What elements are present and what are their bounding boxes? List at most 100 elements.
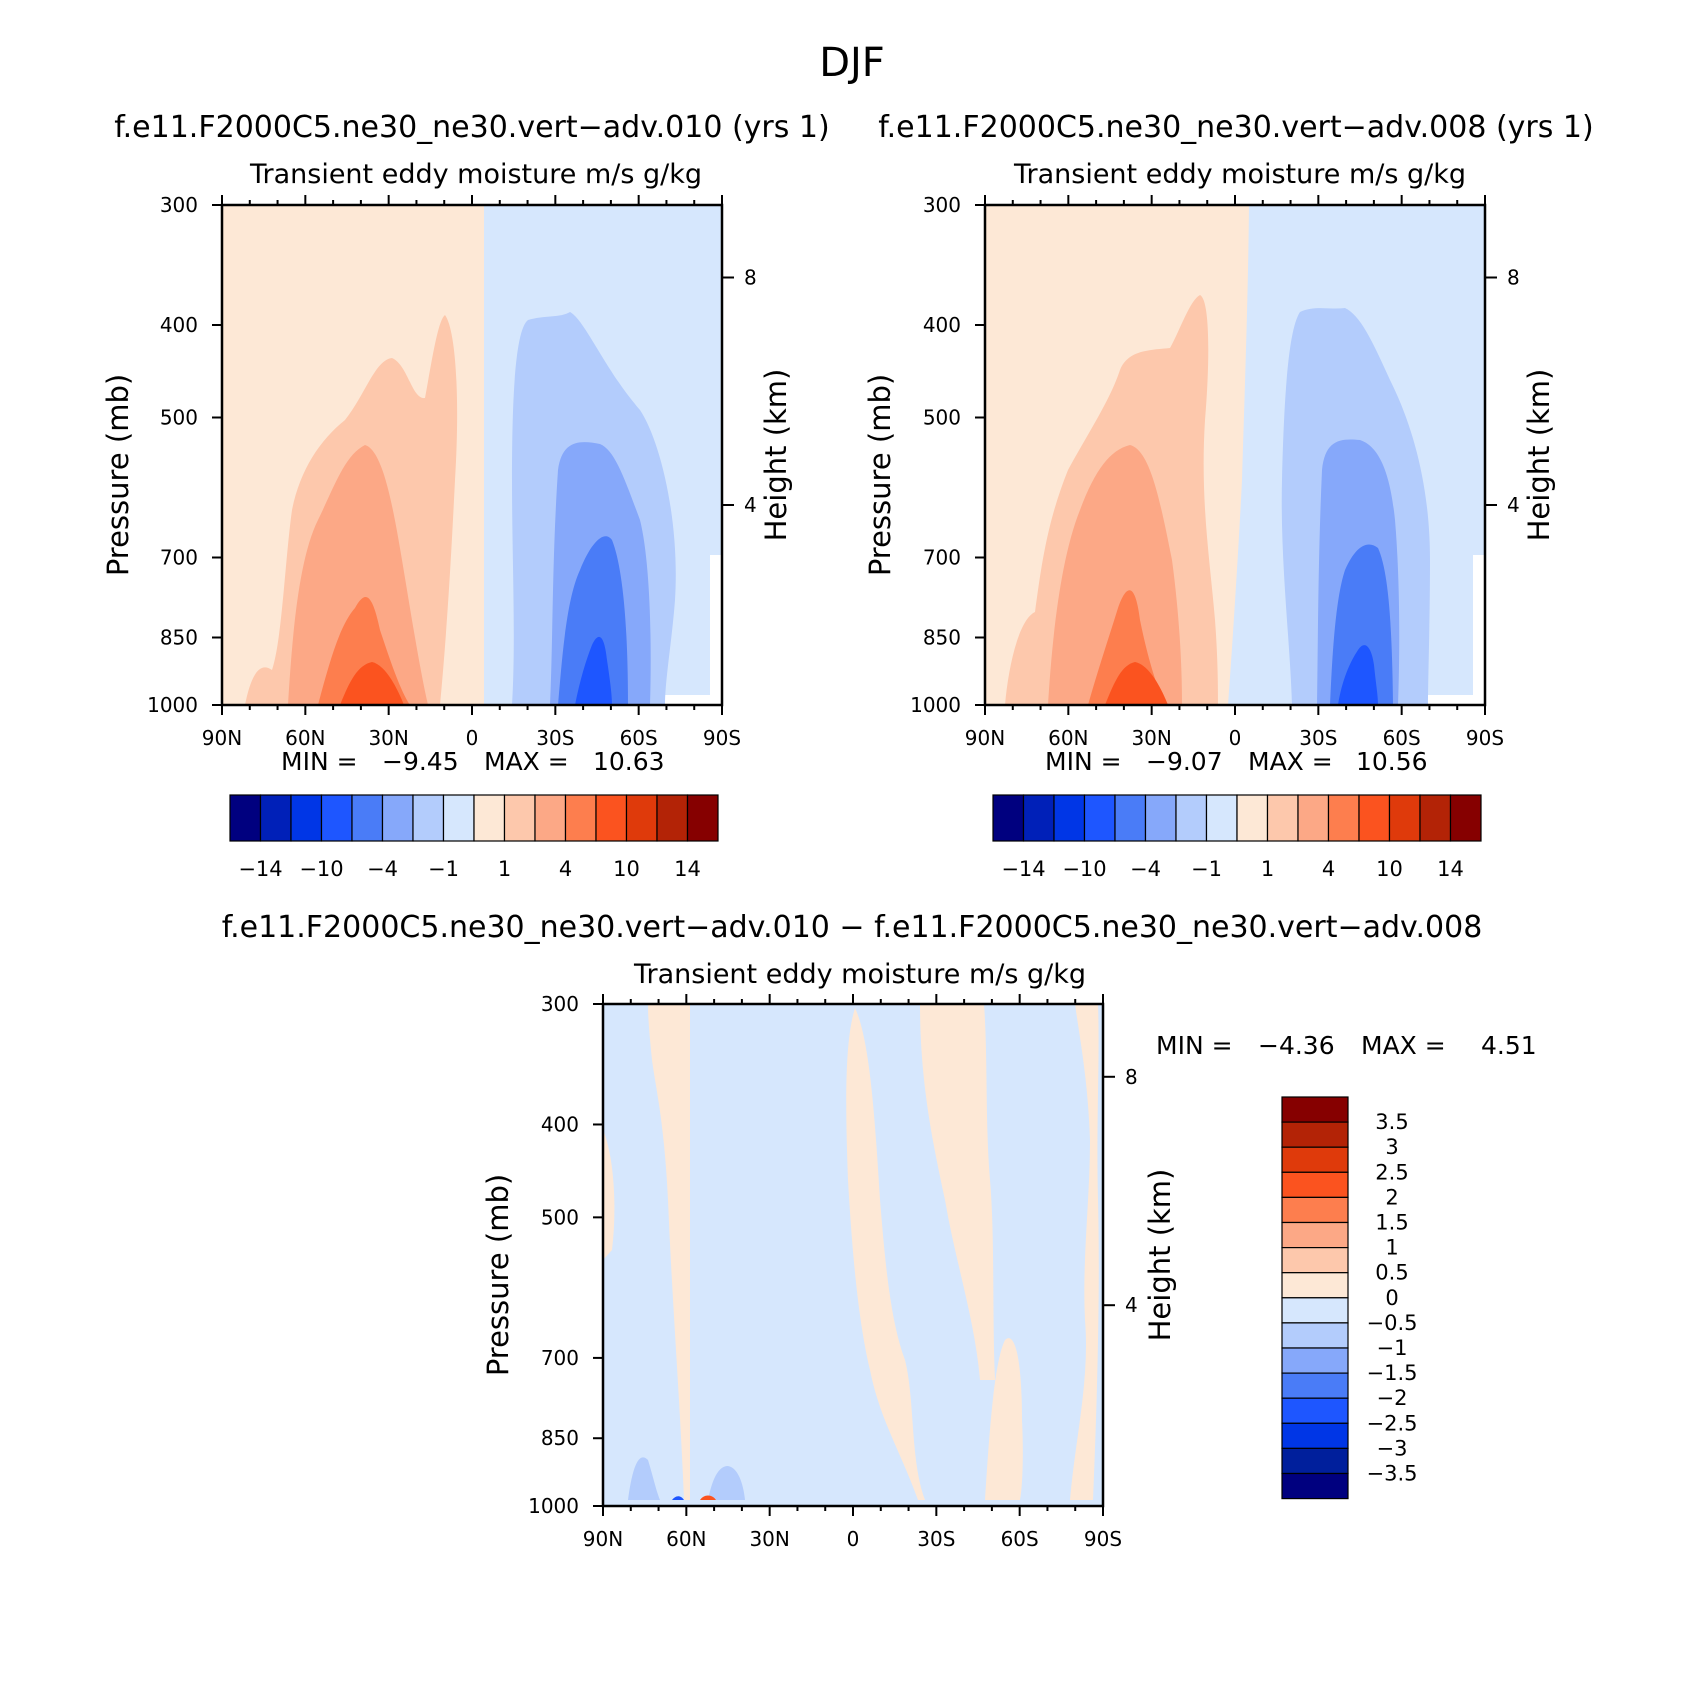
x-tick-label: 90N bbox=[965, 726, 1005, 750]
colorbar-label: −4 bbox=[367, 857, 398, 881]
colorbar-label: −10 bbox=[1062, 857, 1106, 881]
x-tick-label: 60N bbox=[1048, 726, 1088, 750]
colorbar-swatch bbox=[1175, 794, 1208, 842]
colorbar-swatch bbox=[290, 794, 323, 842]
colorbar-swatch bbox=[564, 794, 597, 842]
panel-difference-stats: MIN = −4.36 MAX = 4.51 bbox=[1156, 1031, 1537, 1060]
y-tick-label: 850 bbox=[160, 626, 198, 650]
y-tick-label: 500 bbox=[160, 406, 198, 430]
colorbar-label: −14 bbox=[238, 857, 282, 881]
y2-axis-label: Height (km) bbox=[1143, 1169, 1177, 1342]
x-tick-label: 0 bbox=[1229, 726, 1242, 750]
x-tick-label: 90S bbox=[1466, 726, 1504, 750]
panel-case-colorbar: −14 −10 −4 −1 1 4 10 14 bbox=[229, 794, 719, 881]
colorbar-label: 2.5 bbox=[1375, 1160, 1408, 1184]
colorbar-label: 3.5 bbox=[1375, 1110, 1408, 1134]
x-tick-label: 90N bbox=[583, 1527, 623, 1551]
colorbar-swatch bbox=[1281, 1447, 1349, 1475]
colorbar-swatch bbox=[1388, 794, 1421, 842]
contour-fill bbox=[708, 1466, 745, 1500]
y-tick-label: 1000 bbox=[528, 1494, 579, 1518]
x-tick-label: 90S bbox=[1084, 1527, 1122, 1551]
y2-axis-label: Height (km) bbox=[759, 369, 793, 542]
contour-fill bbox=[1473, 555, 1485, 705]
panel-control-axes: 90N 60N 30N 0 30S 60S 90S 300 400 500 700 850 1000 8 4… bbox=[863, 193, 1556, 750]
colorbar-swatch bbox=[412, 794, 445, 842]
panel-difference-title: f.e11.F2000C5.ne30_ne30.vert−adv.010 − f… bbox=[222, 910, 1483, 945]
y-tick-label: 400 bbox=[160, 313, 198, 337]
colorbar-swatch bbox=[1281, 1171, 1349, 1199]
x-tick-label: 30S bbox=[1299, 726, 1337, 750]
colorbar-swatch bbox=[992, 794, 1025, 842]
panel-case-stats: MIN = −9.45 MAX = 10.63 bbox=[281, 747, 665, 776]
colorbar-label: 4 bbox=[559, 857, 572, 881]
panel-control-max-label: MAX = bbox=[1248, 747, 1333, 776]
colorbar-swatch bbox=[686, 794, 719, 842]
x-tick-label: 30N bbox=[368, 726, 408, 750]
y2-tick-label: 8 bbox=[1507, 266, 1520, 290]
y-tick-label: 700 bbox=[541, 1346, 579, 1370]
colorbar-swatch bbox=[1144, 794, 1177, 842]
panel-case: f.e11.F2000C5.ne30_ne30.vert−adv.010 (yr… bbox=[101, 110, 830, 881]
y-tick-label: 500 bbox=[923, 406, 961, 430]
colorbar-swatch bbox=[473, 794, 506, 842]
contour-fill bbox=[710, 555, 722, 705]
contour-fill bbox=[628, 1457, 660, 1500]
panel-control: f.e11.F2000C5.ne30_ne30.vert−adv.008 (yr… bbox=[863, 110, 1594, 881]
panel-control-colorbar: −14 −10 −4 −1 1 4 10 14 bbox=[992, 794, 1482, 881]
colorbar-label: −3 bbox=[1377, 1436, 1408, 1460]
colorbar-swatch bbox=[381, 794, 414, 842]
colorbar-swatch bbox=[503, 794, 536, 842]
y-axis-label: Pressure (mb) bbox=[863, 374, 897, 576]
colorbar-label: −2 bbox=[1377, 1386, 1408, 1410]
colorbar-swatch bbox=[1053, 794, 1086, 842]
panel-case-subtitle: Transient eddy moisture m/s g/kg bbox=[249, 159, 702, 190]
colorbar-swatch bbox=[1281, 1246, 1349, 1274]
colorbar-label: 4 bbox=[1322, 857, 1335, 881]
x-tick-label: 60S bbox=[620, 726, 658, 750]
y-tick-label: 850 bbox=[541, 1426, 579, 1450]
y-tick-label: 400 bbox=[541, 1112, 579, 1136]
y-axis-label: Pressure (mb) bbox=[481, 1174, 515, 1376]
colorbar-label: −1 bbox=[1377, 1336, 1408, 1360]
panel-difference-colorbar: 3.532.521.510.50−0.5−1−1.5−2−2.5−3−3.5 bbox=[1281, 1096, 1418, 1500]
contour-fill bbox=[1105, 662, 1168, 705]
y-tick-label: 300 bbox=[160, 193, 198, 217]
colorbar-label: 1.5 bbox=[1375, 1211, 1408, 1235]
panel-control-min-label: MIN = bbox=[1045, 747, 1122, 776]
panel-difference-max-value: 4.51 bbox=[1481, 1031, 1537, 1060]
colorbar-swatch bbox=[1281, 1372, 1349, 1399]
contour-fill bbox=[575, 636, 612, 705]
colorbar-label: 3 bbox=[1385, 1135, 1398, 1159]
colorbar-swatch bbox=[259, 794, 292, 842]
colorbar-swatch bbox=[1083, 794, 1116, 842]
y-tick-label: 300 bbox=[923, 193, 961, 217]
y2-tick-label: 4 bbox=[1125, 1293, 1138, 1317]
panel-control-max-value: 10.56 bbox=[1356, 747, 1428, 776]
y2-tick-label: 8 bbox=[744, 266, 757, 290]
colorbar-swatch bbox=[656, 794, 689, 842]
colorbar-swatch bbox=[320, 794, 353, 842]
colorbar-label: 14 bbox=[1437, 857, 1464, 881]
colorbar-swatch bbox=[1419, 794, 1452, 842]
colorbar-swatch bbox=[1281, 1096, 1349, 1123]
colorbar-swatch bbox=[1297, 794, 1330, 842]
y-tick-label: 500 bbox=[541, 1205, 579, 1229]
contour-fill bbox=[648, 1004, 690, 1500]
panel-control-title: f.e11.F2000C5.ne30_ne30.vert−adv.008 (yr… bbox=[878, 110, 1593, 145]
panel-control-contours bbox=[985, 205, 1485, 705]
colorbar-label: 10 bbox=[1376, 857, 1403, 881]
colorbar-label: −4 bbox=[1130, 857, 1161, 881]
colorbar-swatch bbox=[1281, 1422, 1349, 1450]
x-tick-label: 30N bbox=[749, 1527, 789, 1551]
colorbar-label: −10 bbox=[299, 857, 343, 881]
contour-fill bbox=[920, 1004, 995, 1380]
y-tick-label: 1000 bbox=[910, 693, 961, 717]
colorbar-label: −3.5 bbox=[1367, 1462, 1418, 1486]
panel-case-min-label: MIN = bbox=[281, 747, 358, 776]
panel-difference: f.e11.F2000C5.ne30_ne30.vert−adv.010 − f… bbox=[222, 910, 1537, 1551]
y-tick-label: 850 bbox=[923, 626, 961, 650]
x-tick-label: 90S bbox=[703, 726, 741, 750]
colorbar-swatch bbox=[1281, 1397, 1349, 1424]
colorbar-label: 2 bbox=[1385, 1185, 1398, 1209]
